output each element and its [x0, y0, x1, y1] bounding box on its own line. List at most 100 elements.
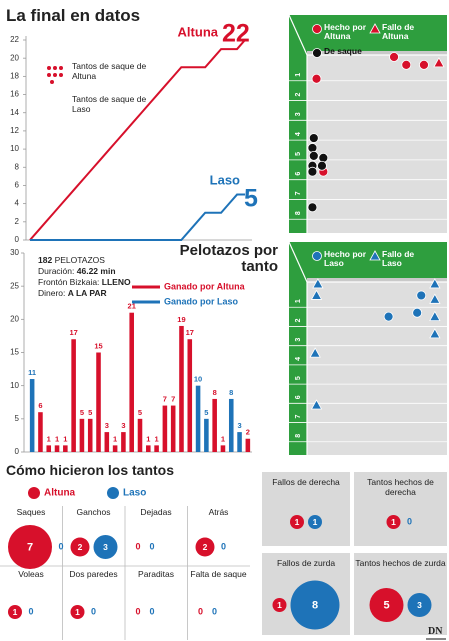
cell-label: Dejadas: [140, 507, 172, 517]
point-marker: [416, 290, 427, 301]
y-tick-label: 16: [10, 90, 19, 99]
court-line: [288, 14, 308, 56]
value-label: 3: [103, 542, 108, 552]
legend-label: Ganado por Altuna: [164, 281, 246, 291]
court-row-label: 2: [295, 93, 302, 97]
dividers: [0, 506, 250, 640]
court-row-label: 8: [295, 434, 302, 438]
point-marker: [307, 143, 318, 153]
icon-dot: [47, 66, 51, 70]
stat-part: 46.22 min: [76, 266, 116, 276]
court-side: [289, 15, 307, 233]
cell-label: Dos paredes: [69, 569, 118, 579]
bar: [179, 325, 184, 452]
legend-label: Ganado por Laso: [164, 296, 239, 306]
legend-marker: [369, 23, 381, 34]
point-marker: [383, 311, 394, 322]
stat-part: Frontón Bizkaia:: [38, 277, 100, 287]
stat-part: A LA PAR: [67, 288, 107, 298]
icon-dot: [47, 73, 51, 77]
court-row-label: 1: [295, 299, 302, 303]
bar: [162, 405, 168, 452]
value-label: 10: [194, 375, 202, 384]
y-tick-label: 10: [10, 144, 19, 153]
value-circle: [407, 593, 432, 617]
series-label: Altuna: [178, 24, 219, 39]
value-circle: [93, 535, 118, 559]
stat-box: [354, 553, 447, 635]
bar: [212, 398, 217, 452]
miss-marker: [429, 278, 441, 289]
court-row-label: 1: [295, 73, 302, 77]
final-score: 22: [222, 20, 250, 48]
value-label: 2: [246, 428, 250, 437]
section-title: Cómo hicieron los tantos: [6, 462, 175, 478]
stat-line: Dinero: A LA PAR: [38, 288, 131, 299]
bar: [38, 412, 43, 452]
value-label: 1: [277, 600, 282, 610]
legend-label: Hecho por Laso: [324, 249, 367, 268]
bar: [87, 418, 93, 452]
bar: [195, 385, 201, 452]
stat-line: 182 PELOTAZOS: [38, 255, 131, 266]
value-label: 7: [163, 395, 167, 404]
cell-label: Atrás: [208, 507, 229, 517]
bar: [154, 445, 159, 452]
icon-dot: [59, 73, 63, 77]
miss-marker: [310, 289, 323, 300]
y-tick-label: 2: [15, 217, 20, 226]
value-label: 8: [312, 599, 318, 611]
value-label: 1: [313, 517, 318, 527]
value-label: 17: [69, 328, 77, 337]
cell-label: Voleas: [18, 569, 44, 579]
value-label: 1: [146, 434, 150, 443]
point-marker: [317, 160, 327, 171]
legend-marker: [312, 251, 322, 261]
bar: [54, 445, 60, 452]
value-label: 0: [135, 541, 140, 551]
legend-marker: [312, 48, 322, 58]
value-label: 0: [58, 541, 63, 551]
value-circle: [195, 537, 215, 557]
value-label: 1: [113, 434, 117, 443]
stat-line: Frontón Bizkaia: LLENO: [38, 277, 131, 288]
legend-marker: [369, 250, 381, 261]
value-label: 1: [75, 607, 80, 617]
court-line: [288, 241, 308, 283]
y-tick-label: 0: [15, 235, 20, 244]
bar: [170, 405, 176, 452]
legend-marker: [107, 487, 119, 499]
value-circle: [386, 515, 401, 529]
value-circle: [308, 515, 322, 529]
stat-part: 182: [38, 255, 53, 265]
legend-marker: [28, 487, 40, 499]
value-label: 11: [28, 368, 36, 377]
value-label: 19: [177, 315, 185, 324]
legend-label: Altuna: [44, 488, 76, 499]
stats: 182 PELOTAZOS Duración: 46.22 min Frontón …: [38, 255, 131, 299]
stat-box: [354, 472, 447, 546]
series-label: Laso: [210, 172, 240, 187]
y-tick-label: 5: [15, 414, 20, 423]
point-marker: [311, 73, 322, 84]
court-row-label: 4: [295, 357, 302, 361]
icon-dot: [53, 66, 57, 70]
y-tick-label: 12: [10, 126, 19, 135]
score-line: [30, 193, 245, 241]
bar: [228, 398, 234, 452]
point-marker: [412, 307, 423, 318]
y-tick-label: 25: [10, 281, 19, 290]
value-label: 0: [407, 516, 412, 526]
bar: [204, 418, 209, 452]
court-row-label: 5: [295, 152, 302, 156]
value-circle: [290, 515, 304, 529]
legend-label: Fallo de Altuna: [382, 22, 415, 41]
court-row-label: 7: [295, 415, 302, 419]
point-marker: [389, 52, 399, 62]
value-label: 5: [204, 408, 208, 417]
legend-label: Fallo de Laso: [382, 249, 415, 268]
value-label: 21: [128, 302, 136, 311]
icon-dot: [53, 73, 57, 77]
bar: [96, 352, 101, 452]
